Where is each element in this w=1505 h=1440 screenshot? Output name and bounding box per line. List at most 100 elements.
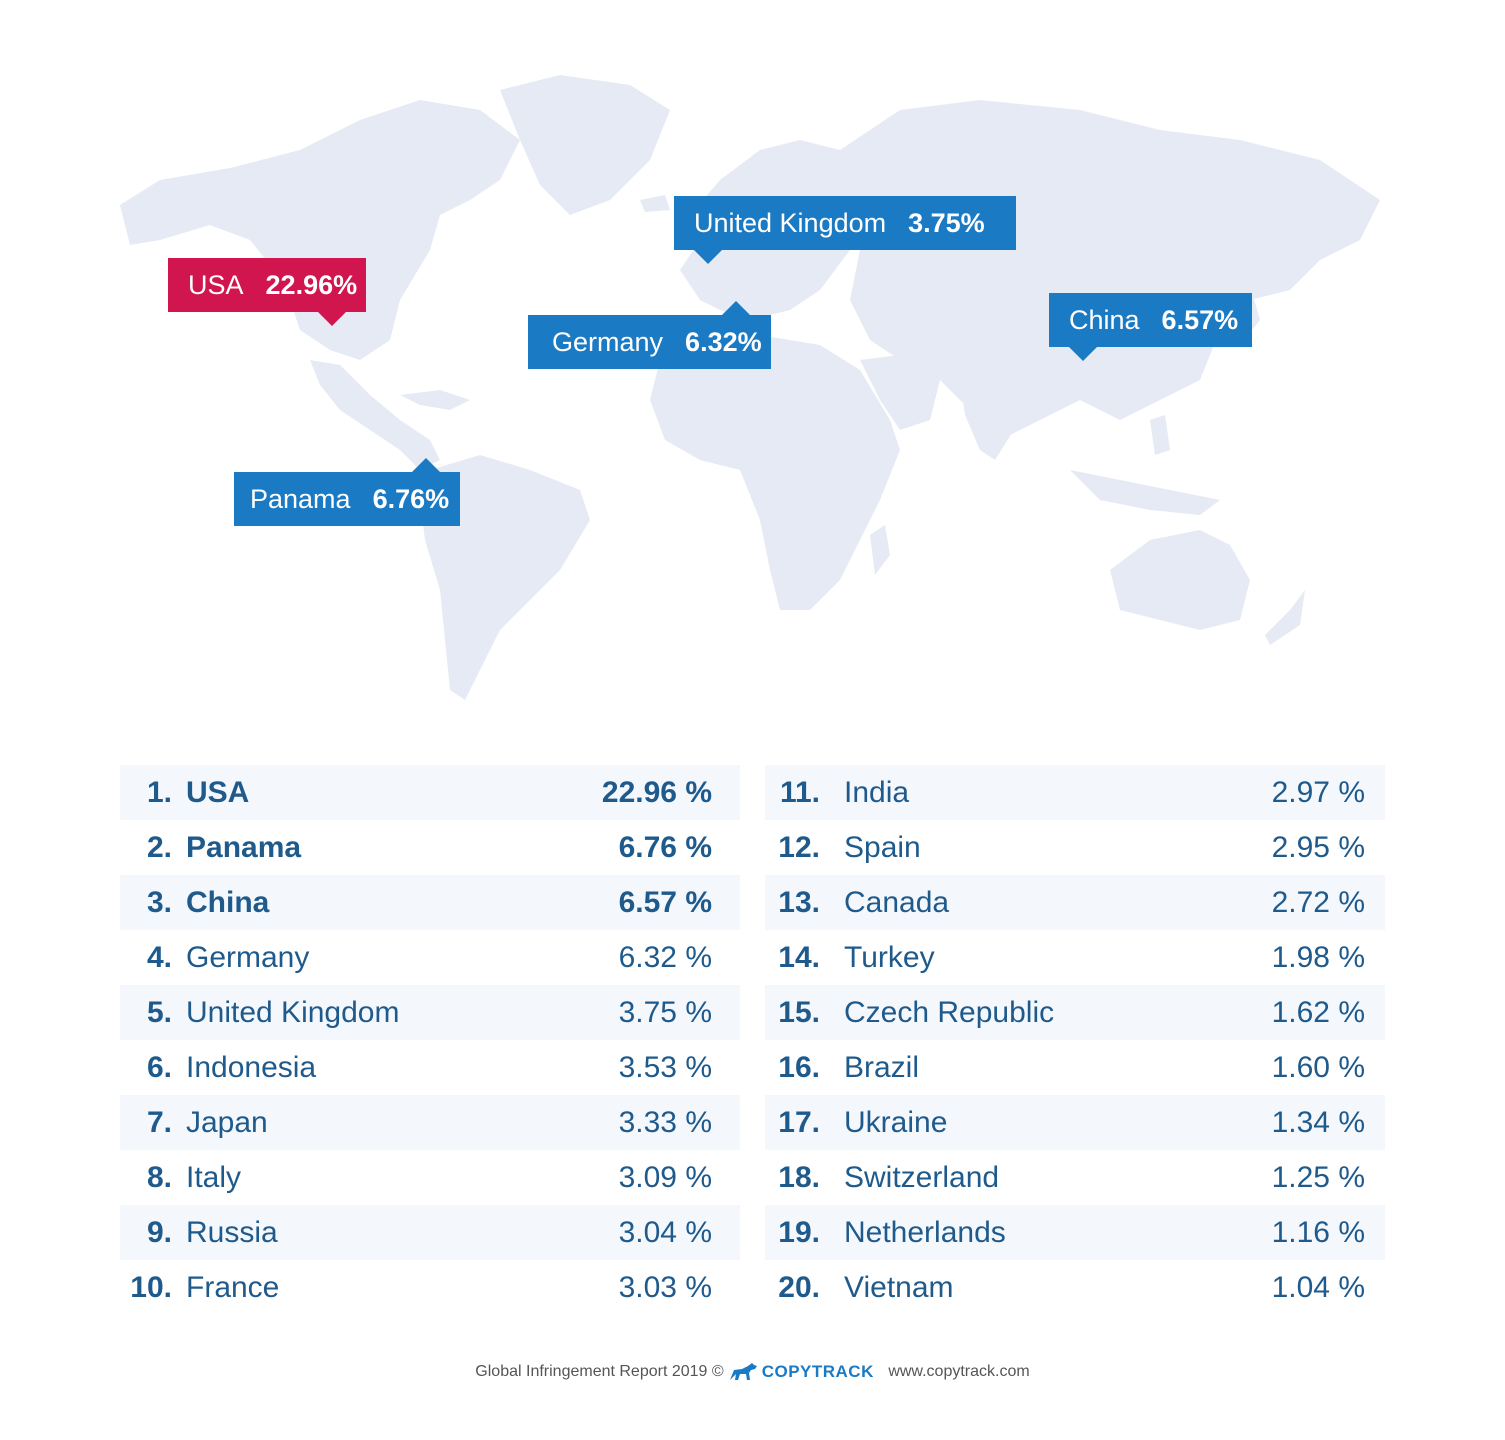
copytrack-logo: COPYTRACK (728, 1362, 874, 1382)
table-row: 4. Germany 6.32 % (120, 930, 740, 985)
rank-number: 15. (778, 995, 820, 1029)
ranking-table-right: 11. India 2.97 % 12. Spain 2.95 % 13. Ca… (765, 765, 1385, 1315)
callout-country-name: United Kingdom (694, 207, 887, 238)
callout-pointer (722, 301, 750, 315)
callout-panama: Panama 6.76% (234, 458, 460, 526)
rank-number: 11. (779, 775, 820, 809)
website-link[interactable]: www.copytrack.com (888, 1363, 1030, 1381)
country-name: Indonesia (186, 1050, 317, 1084)
percentage-value: 1.62 % (1271, 995, 1365, 1029)
rank-number: 5. (146, 995, 172, 1029)
madagascar-landmass (870, 525, 890, 575)
callout-pointer (694, 250, 722, 264)
southeast-asia-islands (1070, 470, 1220, 515)
country-name: China (186, 885, 270, 919)
table-row: 2. Panama 6.76 % (120, 820, 740, 875)
world-map: USA 22.96% United Kingdom 3.75% Germany … (120, 75, 1380, 700)
south-america-landmass (420, 455, 590, 700)
country-name: Japan (186, 1105, 268, 1139)
greenland-landmass (500, 75, 670, 215)
rank-number: 16. (778, 1050, 820, 1084)
percentage-value: 3.09 % (618, 1160, 712, 1194)
callout-china: China 6.57% (1049, 293, 1252, 361)
rank-number: 3. (146, 885, 172, 919)
rank-number: 7. (146, 1105, 172, 1139)
country-name: Switzerland (844, 1160, 1000, 1194)
percentage-value: 6.76 % (618, 830, 712, 864)
country-name: Turkey (844, 940, 935, 974)
dog-icon (729, 1363, 757, 1380)
percentage-value: 3.33 % (618, 1105, 712, 1139)
world-map-graphic (120, 75, 1380, 700)
percentage-value: 1.04 % (1271, 1270, 1365, 1304)
callout-country-name: USA (188, 269, 244, 300)
new-zealand-landmass (1265, 590, 1305, 645)
percentage-value: 6.32 % (618, 940, 712, 974)
country-name: Brazil (844, 1050, 920, 1084)
rank-number: 10. (130, 1270, 172, 1304)
rank-number: 9. (146, 1215, 172, 1249)
report-title: Global Infringement Report 2019 (475, 1363, 708, 1381)
callout-germany: Germany 6.32% (528, 301, 771, 369)
percentage-value: 1.60 % (1271, 1050, 1365, 1084)
callout-percentage: 6.57% (1161, 304, 1239, 335)
philippines-landmass (1150, 415, 1170, 455)
central-america-landmass (310, 360, 440, 470)
callout-country-name: Germany (552, 326, 664, 357)
footer: Global Infringement Report 2019 © COPYTR… (0, 1362, 1505, 1382)
callout-usa: USA 22.96% (168, 258, 366, 326)
africa-landmass (650, 335, 900, 610)
india-landmass (960, 380, 1020, 460)
australia-landmass (1110, 530, 1250, 630)
percentage-value: 1.16 % (1271, 1215, 1365, 1249)
country-name: Canada (844, 885, 950, 919)
country-name: Netherlands (844, 1215, 1006, 1249)
arabia-landmass (860, 355, 940, 430)
table-row: 16. Brazil 1.60 % (765, 1040, 1385, 1095)
table-row: 13. Canada 2.72 % (765, 875, 1385, 930)
table-row: 12. Spain 2.95 % (765, 820, 1385, 875)
table-row: 5. United Kingdom 3.75 % (120, 985, 740, 1040)
callout-percentage: 6.32% (685, 326, 762, 357)
rank-number: 4. (146, 940, 172, 974)
table-row: 17. Ukraine 1.34 % (765, 1095, 1385, 1150)
rank-number: 20. (778, 1270, 820, 1304)
country-name: Spain (844, 830, 921, 864)
percentage-value: 1.98 % (1271, 940, 1365, 974)
table-row: 1. USA 22.96 % (120, 765, 740, 820)
asia-landmass (840, 100, 1380, 440)
table-row: 7. Japan 3.33 % (120, 1095, 740, 1150)
callout-percentage: 3.75% (908, 207, 985, 238)
country-name: Ukraine (844, 1105, 948, 1139)
callout-pointer (412, 458, 440, 472)
country-name: France (186, 1270, 280, 1304)
table-row: 11. India 2.97 % (765, 765, 1385, 820)
callout-country-name: China (1069, 304, 1140, 335)
callout-percentage: 22.96% (265, 269, 358, 300)
table-row: 14. Turkey 1.98 % (765, 930, 1385, 985)
percentage-value: 2.72 % (1271, 885, 1365, 919)
percentage-value: 22.96 % (601, 775, 712, 809)
percentage-value: 3.53 % (618, 1050, 712, 1084)
percentage-value: 1.25 % (1271, 1160, 1365, 1194)
country-name: Vietnam (844, 1270, 954, 1304)
rank-number: 13. (778, 885, 820, 919)
percentage-value: 6.57 % (618, 885, 712, 919)
callout-pointer (318, 312, 346, 326)
percentage-value: 1.34 % (1271, 1105, 1365, 1139)
rank-number: 12. (778, 830, 820, 864)
north-america-landmass (120, 100, 520, 360)
percentage-value: 2.97 % (1271, 775, 1365, 809)
table-row: 6. Indonesia 3.53 % (120, 1040, 740, 1095)
table-row: 18. Switzerland 1.25 % (765, 1150, 1385, 1205)
country-name: United Kingdom (186, 995, 400, 1029)
rank-number: 6. (146, 1050, 172, 1084)
callout-country-name: Panama (250, 483, 351, 514)
table-row: 19. Netherlands 1.16 % (765, 1205, 1385, 1260)
rank-number: 17. (778, 1105, 820, 1139)
country-name: Germany (186, 940, 310, 974)
table-row: 8. Italy 3.09 % (120, 1150, 740, 1205)
callout-united-kingdom: United Kingdom 3.75% (674, 196, 1016, 264)
brand-name: COPYTRACK (761, 1362, 874, 1381)
rank-number: 1. (146, 775, 172, 809)
